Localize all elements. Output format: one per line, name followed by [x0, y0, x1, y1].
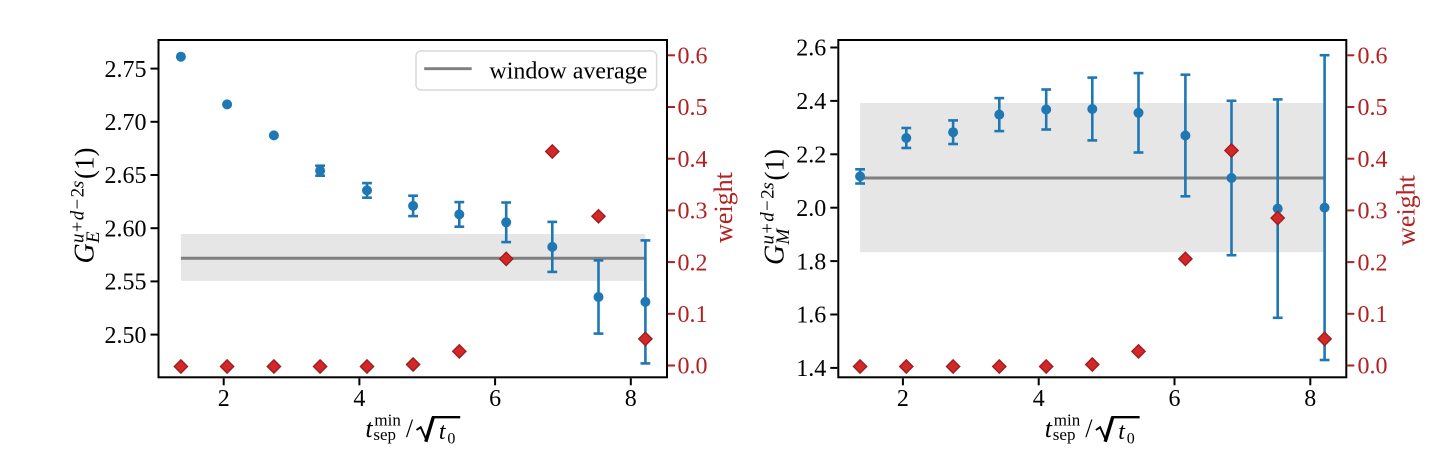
svg-text:0.1: 0.1 [1358, 302, 1388, 328]
svg-text:2.4: 2.4 [796, 89, 826, 115]
svg-text:weight: weight [709, 171, 738, 243]
svg-text:2.50: 2.50 [105, 323, 147, 349]
svg-text:min: min [1054, 411, 1081, 430]
svg-text:2.75: 2.75 [105, 57, 147, 83]
svg-text:weight: weight [1392, 174, 1421, 246]
svg-text:0.5: 0.5 [1358, 95, 1388, 121]
svg-text:8: 8 [1304, 386, 1316, 412]
svg-text:2.65: 2.65 [105, 163, 147, 189]
svg-text:0.2: 0.2 [1358, 250, 1388, 276]
svg-text:G: G [760, 245, 791, 265]
svg-text:4: 4 [1033, 386, 1045, 412]
svg-text:0.1: 0.1 [678, 302, 708, 328]
svg-text:t: t [439, 419, 447, 445]
svg-text:2.0: 2.0 [796, 196, 826, 222]
svg-text:M: M [773, 228, 794, 246]
svg-text:1.4: 1.4 [796, 356, 826, 382]
svg-text:2.70: 2.70 [105, 110, 147, 136]
svg-text:0.0: 0.0 [1358, 354, 1388, 380]
svg-text:sep: sep [373, 425, 396, 444]
svg-text:window average: window average [489, 58, 647, 84]
svg-text:2.2: 2.2 [796, 143, 826, 169]
svg-text:+: + [758, 223, 779, 234]
svg-text:s: s [68, 181, 89, 188]
svg-text:u: u [758, 235, 779, 245]
svg-text:0: 0 [447, 431, 455, 448]
svg-text:2: 2 [758, 189, 779, 199]
svg-text:G: G [70, 243, 101, 263]
svg-text:(1): (1) [760, 149, 790, 180]
svg-text:1.6: 1.6 [796, 303, 826, 329]
svg-text:6: 6 [489, 386, 501, 412]
svg-text:0: 0 [1127, 431, 1135, 448]
svg-text:−: − [68, 199, 89, 210]
svg-text:d: d [68, 210, 89, 220]
svg-text:0.4: 0.4 [1358, 147, 1388, 173]
svg-text:−: − [758, 200, 779, 211]
svg-text:0.0: 0.0 [678, 354, 708, 380]
svg-text:2.6: 2.6 [796, 36, 826, 62]
svg-text:t: t [1118, 419, 1126, 445]
svg-text:sep: sep [1053, 425, 1076, 444]
svg-text:0.3: 0.3 [1358, 199, 1388, 225]
svg-text:+: + [68, 222, 89, 233]
svg-text:4: 4 [353, 386, 365, 412]
svg-text:2: 2 [218, 386, 230, 412]
svg-text:0.2: 0.2 [678, 250, 708, 276]
svg-text:0.4: 0.4 [678, 147, 708, 173]
svg-text:/: / [406, 414, 414, 443]
svg-text:0.6: 0.6 [678, 44, 708, 70]
svg-text:t: t [365, 414, 373, 443]
svg-text:2.60: 2.60 [105, 216, 147, 242]
svg-text:8: 8 [625, 386, 637, 412]
svg-text:t: t [1045, 414, 1053, 443]
svg-text:0.6: 0.6 [1358, 44, 1388, 70]
svg-text:d: d [758, 212, 779, 222]
svg-text:2: 2 [68, 188, 89, 198]
svg-text:u: u [68, 234, 89, 244]
svg-text:min: min [374, 411, 401, 430]
svg-text:(1): (1) [70, 148, 100, 179]
svg-text:2: 2 [897, 386, 909, 412]
svg-text:6: 6 [1169, 386, 1181, 412]
svg-text:2.55: 2.55 [105, 270, 147, 296]
svg-text:0.3: 0.3 [678, 199, 708, 225]
svg-text:s: s [758, 182, 779, 189]
svg-text:/: / [1085, 414, 1093, 443]
svg-text:E: E [83, 231, 104, 244]
svg-text:0.5: 0.5 [678, 95, 708, 121]
svg-text:1.8: 1.8 [796, 249, 826, 275]
